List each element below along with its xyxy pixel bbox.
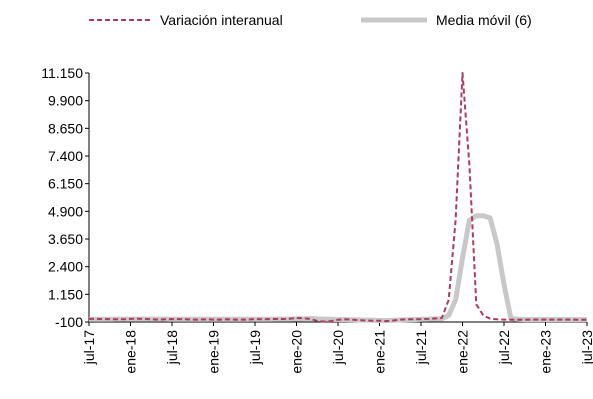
series-layer — [89, 72, 587, 323]
x-tick-label: jul-18 — [164, 330, 180, 365]
x-tick-label: ene-22 — [455, 330, 471, 374]
y-tick-label: 1.150 — [48, 286, 83, 302]
series-line-variacion-interanual — [89, 72, 587, 323]
y-tick-label: 8.650 — [48, 120, 83, 136]
y-axis: 11.150 9.900 8.650 7.400 6.150 4.900 3.650 2.40… — [41, 65, 90, 330]
x-tick-label: ene-20 — [289, 330, 305, 374]
x-tick-label: ene-23 — [538, 330, 554, 374]
legend-label-variacion: Variación interanual — [160, 12, 283, 28]
y-tick-label: 9.900 — [48, 93, 83, 109]
y-tick-label: 2.400 — [48, 259, 83, 275]
y-tick-label: 4.900 — [48, 203, 83, 219]
y-tick-label: 7.400 — [48, 148, 83, 164]
y-tick-label: 11.150 — [41, 65, 83, 81]
y-tick-label: 3.650 — [48, 231, 83, 247]
y-tick-label: 6.150 — [48, 176, 83, 192]
x-tick-label: jul-17 — [81, 330, 97, 365]
legend: Variación interanual Media móvil (6) — [89, 12, 532, 28]
x-tick-label: jul-23 — [579, 330, 593, 365]
x-tick-label: jul-21 — [413, 330, 429, 365]
y-tick-label: -100 — [55, 314, 83, 330]
x-tick-label: ene-21 — [372, 330, 388, 374]
series-line-media-movil — [89, 213, 587, 323]
x-axis: jul-17 ene-18 jul-18 ene-19 jul-19 ene-20 jul-… — [81, 321, 593, 374]
x-tick-label: jul-22 — [496, 330, 512, 365]
x-tick-label: jul-20 — [330, 330, 346, 365]
x-tick-label: jul-19 — [247, 330, 263, 365]
legend-label-media-movil: Media móvil (6) — [436, 12, 532, 28]
x-tick-label: ene-18 — [123, 330, 139, 374]
x-tick-label: ene-19 — [206, 330, 222, 374]
